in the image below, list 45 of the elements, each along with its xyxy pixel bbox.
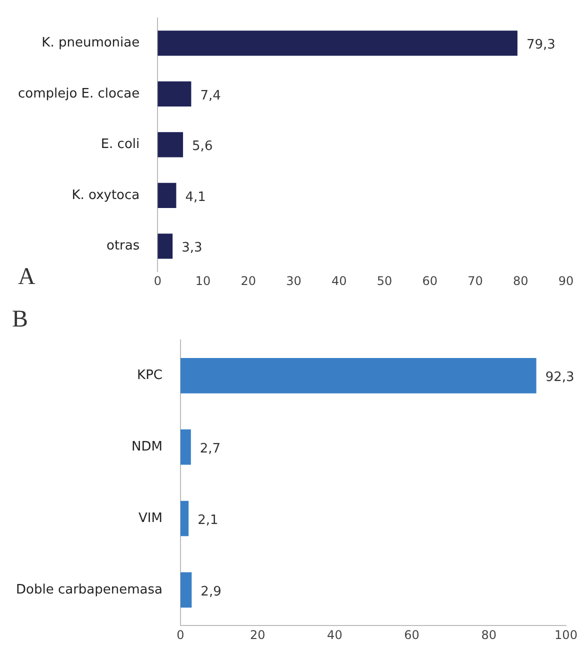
text: B bbox=[12, 306, 28, 332]
x-tick-label: 90 bbox=[558, 274, 574, 288]
x-tick-label: 70 bbox=[468, 274, 483, 288]
data-label: 4,1 bbox=[185, 190, 206, 205]
y-tick-label: K. oxytoca bbox=[72, 188, 140, 203]
x-tick-label: 80 bbox=[512, 274, 528, 288]
y-tick-label: NDM bbox=[132, 439, 162, 454]
x-tick-label: 10 bbox=[195, 274, 211, 288]
y-tick-label: complejo E. clocae bbox=[18, 86, 140, 102]
text: A bbox=[18, 264, 36, 290]
bar bbox=[180, 500, 189, 536]
data-label: 2,1 bbox=[198, 512, 218, 528]
bar bbox=[180, 572, 192, 608]
x-tick-label: 20 bbox=[250, 628, 266, 642]
data-label: 2,7 bbox=[200, 441, 221, 456]
x-tick-label: 60 bbox=[422, 274, 438, 288]
x-tick-label: 20 bbox=[240, 274, 256, 288]
x-tick-label: 60 bbox=[404, 628, 420, 642]
bar bbox=[158, 182, 176, 208]
x-tick-label: 40 bbox=[327, 628, 342, 642]
data-label: 5,6 bbox=[192, 139, 213, 154]
y-tick-label: Doble carbapenemasa bbox=[16, 582, 162, 598]
data-label: 79,3 bbox=[526, 38, 556, 53]
bar bbox=[158, 81, 192, 107]
bar bbox=[180, 358, 536, 394]
bar bbox=[180, 429, 191, 465]
y-tick-label: E. coli bbox=[100, 137, 140, 152]
x-tick-label: 0 bbox=[154, 274, 162, 288]
bar bbox=[158, 132, 184, 158]
bar bbox=[158, 234, 173, 259]
x-tick-label: 30 bbox=[286, 274, 302, 288]
y-tick-label: K. pneumoniae bbox=[42, 36, 140, 51]
x-tick-label: 100 bbox=[554, 628, 578, 642]
x-tick-label: 0 bbox=[176, 628, 184, 642]
data-label: 2,9 bbox=[200, 584, 222, 600]
data-label: 7,4 bbox=[200, 88, 221, 104]
data-label: 3,3 bbox=[182, 240, 202, 256]
x-tick-label: 40 bbox=[331, 274, 347, 288]
bar bbox=[158, 30, 518, 56]
y-tick-label: KPC bbox=[137, 368, 162, 384]
y-tick-label: VIM bbox=[138, 510, 162, 526]
data-label: 92,3 bbox=[545, 370, 574, 386]
x-tick-label: 50 bbox=[376, 274, 392, 288]
y-tick-label: otras bbox=[106, 238, 140, 254]
x-tick-label: 80 bbox=[481, 628, 497, 642]
